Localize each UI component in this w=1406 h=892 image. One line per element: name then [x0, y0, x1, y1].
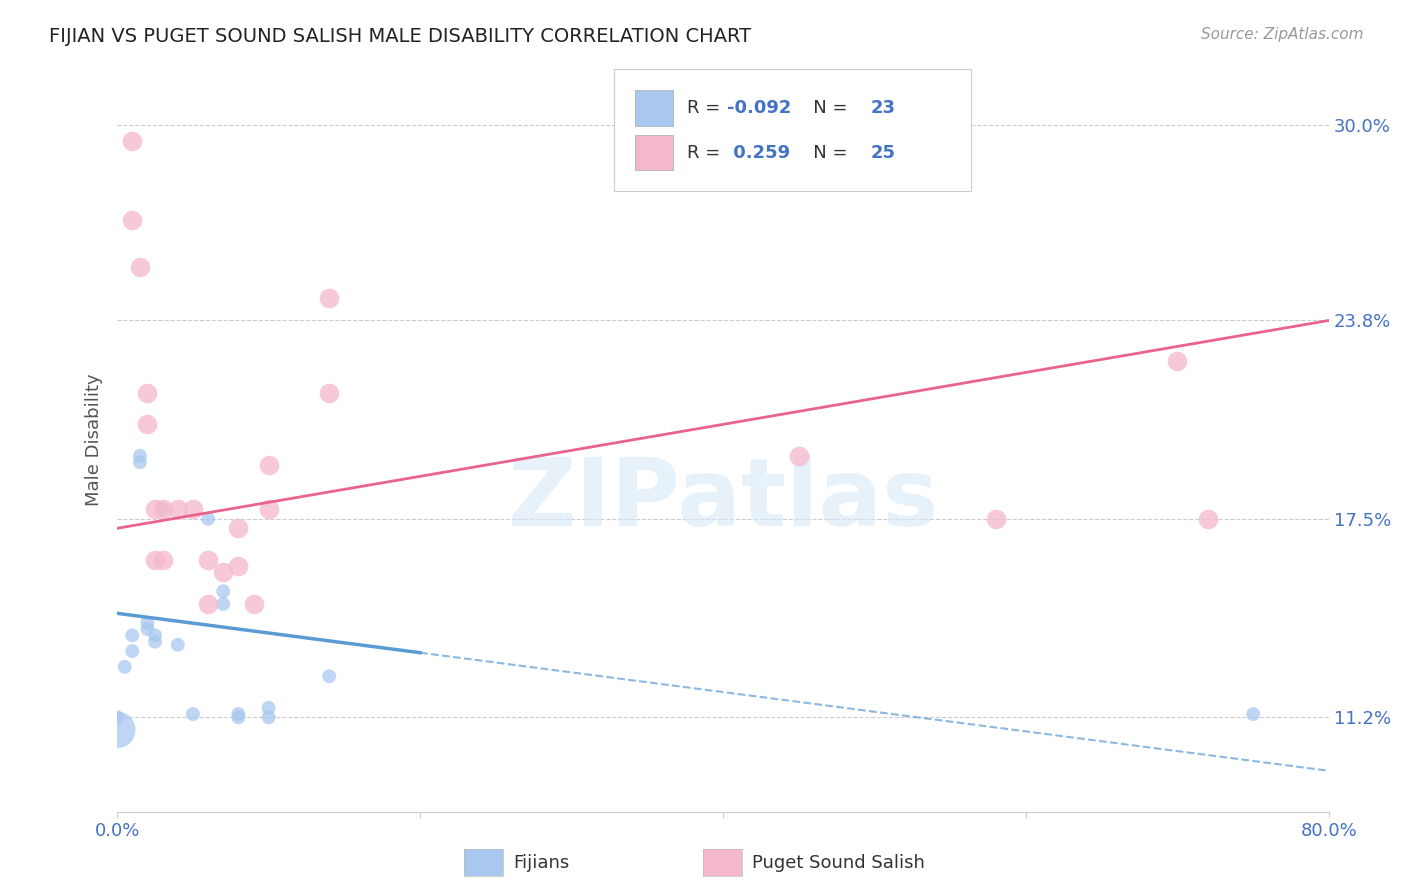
- Point: [136, 622, 159, 636]
- Text: ZIPatlas: ZIPatlas: [508, 453, 939, 546]
- Point: [143, 628, 166, 642]
- Point: [197, 512, 219, 526]
- Point: [129, 449, 152, 463]
- Point: [787, 449, 810, 463]
- Point: [166, 502, 188, 516]
- Text: R =: R =: [686, 99, 725, 117]
- Point: [984, 512, 1007, 526]
- Point: [228, 521, 250, 535]
- Point: [197, 553, 219, 567]
- Point: [228, 710, 250, 724]
- FancyBboxPatch shape: [614, 69, 972, 191]
- Point: [212, 584, 235, 599]
- Point: [212, 566, 235, 580]
- Point: [197, 597, 219, 611]
- Text: 25: 25: [870, 144, 896, 161]
- Point: [1197, 512, 1219, 526]
- Point: [228, 707, 250, 722]
- Point: [105, 710, 128, 724]
- Point: [121, 644, 143, 658]
- Text: -0.092: -0.092: [727, 99, 792, 117]
- Point: [318, 292, 340, 306]
- Point: [1166, 354, 1188, 368]
- Text: N =: N =: [796, 144, 853, 161]
- Point: [212, 597, 235, 611]
- Point: [257, 710, 280, 724]
- Point: [143, 553, 166, 567]
- Point: [181, 707, 204, 722]
- Point: [105, 723, 128, 737]
- Point: [181, 502, 204, 516]
- Point: [121, 212, 143, 227]
- Point: [166, 638, 188, 652]
- Point: [129, 455, 152, 469]
- Text: Source: ZipAtlas.com: Source: ZipAtlas.com: [1201, 27, 1364, 42]
- Point: [143, 502, 166, 516]
- Point: [318, 669, 340, 683]
- Text: 0.259: 0.259: [727, 144, 790, 161]
- FancyBboxPatch shape: [634, 90, 673, 126]
- Point: [152, 502, 174, 516]
- Point: [257, 502, 280, 516]
- Point: [152, 553, 174, 567]
- Text: Fijians: Fijians: [513, 854, 569, 871]
- Point: [114, 660, 136, 674]
- Text: FIJIAN VS PUGET SOUND SALISH MALE DISABILITY CORRELATION CHART: FIJIAN VS PUGET SOUND SALISH MALE DISABI…: [49, 27, 751, 45]
- Point: [136, 417, 159, 432]
- Point: [242, 597, 264, 611]
- Text: N =: N =: [796, 99, 853, 117]
- Point: [152, 502, 174, 516]
- Text: 23: 23: [870, 99, 896, 117]
- Point: [136, 615, 159, 630]
- Point: [129, 260, 152, 274]
- Y-axis label: Male Disability: Male Disability: [86, 374, 103, 507]
- Point: [136, 385, 159, 400]
- Point: [143, 634, 166, 648]
- Point: [318, 385, 340, 400]
- FancyBboxPatch shape: [634, 135, 673, 170]
- Point: [257, 458, 280, 473]
- Text: R =: R =: [686, 144, 725, 161]
- Point: [121, 134, 143, 148]
- Point: [228, 559, 250, 574]
- Point: [1241, 707, 1264, 722]
- Text: Puget Sound Salish: Puget Sound Salish: [752, 854, 925, 871]
- Point: [121, 628, 143, 642]
- Point: [257, 700, 280, 714]
